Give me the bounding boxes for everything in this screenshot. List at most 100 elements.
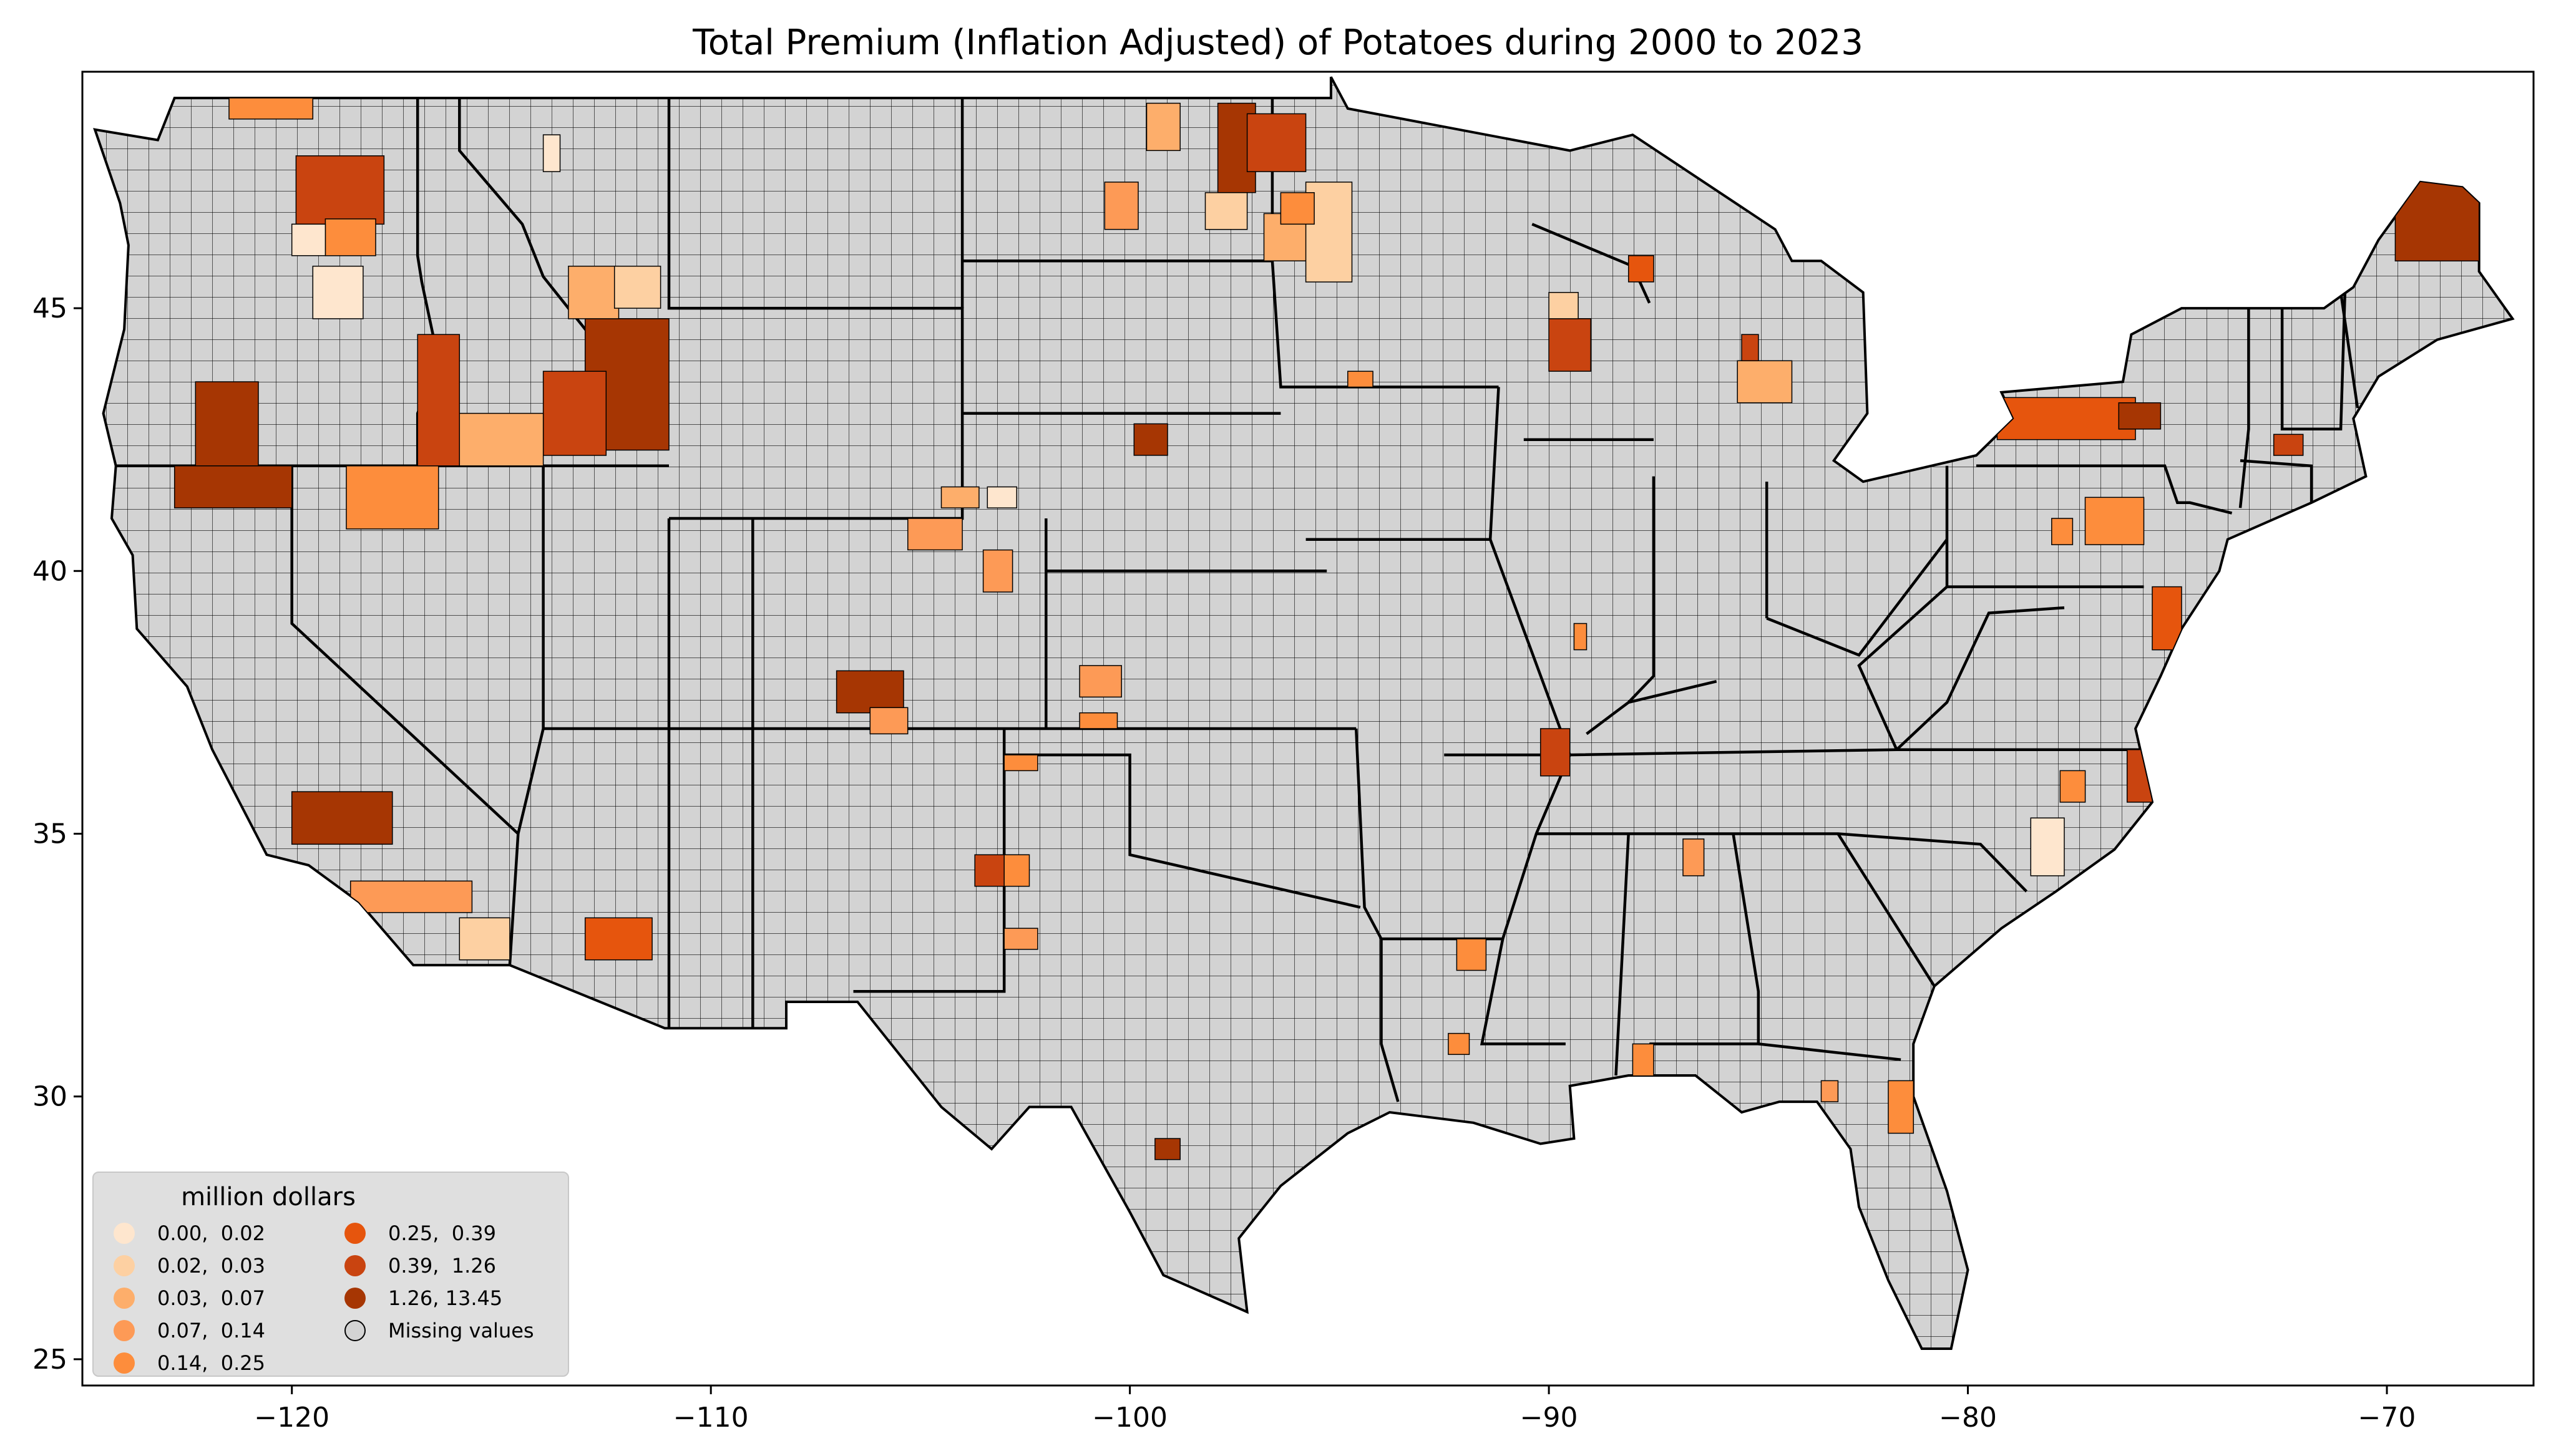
legend-label: 0.39, 1.26 — [388, 1254, 497, 1278]
state-border — [2280, 292, 2347, 431]
county-region: WI-Portage — [1548, 318, 1591, 372]
county-region: WA-Franklin/Benton — [324, 218, 376, 256]
legend-item: 0.25, 0.39 — [344, 1218, 496, 1249]
legend-swatch — [114, 1223, 135, 1244]
county-region: TX-Parmer — [1003, 854, 1030, 887]
legend-swatch — [114, 1288, 135, 1309]
axes: −120 −110 −100 −90 −80 −70 45 40 35 30 25 — [32, 293, 2416, 1434]
state-border — [2240, 459, 2313, 503]
county-region: MN-Becker — [1280, 192, 1315, 225]
county-region: ID-Jefferson — [542, 371, 607, 456]
county-region: DE-Sussex — [2152, 586, 2182, 651]
county-region: MT-Broadwater — [613, 265, 661, 309]
county-region: WI-Oconto — [1627, 255, 1654, 283]
legend-swatch — [344, 1223, 366, 1244]
county-region: WA-Yakima — [291, 223, 326, 256]
county-region: CO-Weld — [907, 518, 963, 551]
legend-swatch — [114, 1255, 135, 1276]
county-region: WA-Grant/Adams — [295, 155, 385, 225]
legend-item: 0.07, 0.14 — [114, 1315, 265, 1346]
county-region: MT-Beaverhead — [568, 265, 620, 319]
x-tick-label: −90 — [1520, 1402, 1578, 1434]
county-region: NV-Humboldt — [346, 465, 439, 530]
us-outline — [93, 76, 2515, 1350]
county-region: WA-Whatcom/Okanogan — [228, 97, 314, 120]
county-region: WY-Goshen — [940, 486, 980, 508]
state-border — [1766, 538, 1948, 657]
legend-label: 0.07, 0.14 — [157, 1319, 266, 1342]
x-tick-label: −80 — [1939, 1402, 1997, 1434]
y-tick-label: 40 — [32, 555, 67, 587]
legend-label: 1.26, 13.45 — [388, 1286, 503, 1310]
county-region: MA-Hampshire — [2273, 434, 2304, 456]
y-tick-label: 45 — [32, 293, 67, 324]
county-region: MI-Montcalm — [1737, 360, 1793, 404]
county-region: PA-Schuylkill — [2084, 497, 2145, 545]
county-region: ND-Towner — [1146, 102, 1181, 152]
county-region: AR-Ashley — [1456, 938, 1487, 971]
state-border — [2238, 308, 2250, 508]
county-region: NC-Sampson — [2030, 817, 2065, 876]
legend-swatch — [344, 1255, 366, 1276]
x-tick-label: −100 — [1092, 1402, 1168, 1434]
state-border — [2339, 292, 2359, 409]
legend-label: 0.14, 0.25 — [157, 1351, 266, 1375]
state-border — [1895, 606, 2065, 751]
state-border — [1627, 476, 1656, 704]
legend-swatch — [344, 1320, 366, 1341]
state-border — [1649, 833, 1760, 1046]
legend-title: million dollars — [181, 1183, 356, 1211]
state-border — [1271, 98, 1499, 389]
county-region: MO-Pemiscot — [1539, 728, 1571, 777]
state-border — [1758, 1042, 1901, 1061]
state-border — [1488, 387, 1571, 755]
county-region: NE-Box Butte — [987, 486, 1018, 508]
county-region: CA-Kern — [291, 791, 393, 845]
county-region: ND-Grand Forks — [1204, 192, 1248, 230]
x-tick-label: −70 — [2358, 1402, 2416, 1434]
legend-label: 0.25, 0.39 — [388, 1221, 497, 1245]
county-region: CO-San Luis — [836, 670, 904, 714]
state-border — [1857, 585, 1948, 750]
state-border — [508, 465, 545, 966]
us-landmass — [93, 76, 2515, 1350]
legend-item: 0.00, 0.02 — [114, 1218, 265, 1249]
legend-item: 0.02, 0.03 — [114, 1250, 265, 1281]
legend-item: Missing values — [344, 1315, 534, 1346]
county-region: CA-Modoc/Siskiyou — [173, 465, 293, 508]
state-border — [290, 465, 519, 835]
county-region: WI-Adams — [1548, 292, 1579, 319]
chart-title: Total Premium (Inflation Adjusted) of Po… — [693, 22, 1863, 63]
county-region: LA-St Landry — [1448, 1032, 1470, 1056]
county-region: TX-Frio — [1154, 1138, 1181, 1160]
county-region: CA-LA/Riverside — [349, 880, 473, 913]
county-region: MT-Pondera — [542, 134, 561, 172]
state-border — [1536, 832, 2028, 893]
y-tick-label: 35 — [32, 818, 67, 850]
legend-label: 0.00, 0.02 — [157, 1221, 266, 1245]
county-region: MN-Kittson/Marshall — [1246, 113, 1307, 172]
county-region: FL-Suwannee — [1820, 1080, 1839, 1102]
state-border — [1614, 833, 1630, 1076]
county-region: CO-Morgan — [982, 549, 1013, 593]
county-region: ND-Benson — [1104, 182, 1139, 230]
county-region: CO-Costilla — [869, 707, 909, 735]
state-borders — [115, 98, 2359, 1102]
x-tick-label: −110 — [673, 1402, 749, 1434]
legend-item: 1.26, 13.45 — [344, 1283, 502, 1314]
county-region: AZ-Maricopa — [584, 917, 653, 961]
legend-item: 0.14, 0.25 — [114, 1347, 265, 1379]
legend: million dollars 0.00, 0.02 0.02, 0.03 0.… — [92, 1172, 569, 1377]
county-region: FL-St Johns — [1888, 1080, 1915, 1134]
legend-label: Missing values — [388, 1319, 534, 1342]
state-border — [853, 729, 1006, 993]
state-border — [1004, 753, 1361, 909]
legend-item: 0.03, 0.07 — [114, 1283, 265, 1314]
legend-swatch — [114, 1352, 135, 1374]
legend-label: 0.02, 0.03 — [157, 1254, 266, 1278]
county-regions: WA-Whatcom/Okanogan WA-Grant/AdamsWA-Fran… — [173, 97, 2480, 1160]
county-region: ID-Camas — [417, 334, 461, 467]
state-border — [1976, 464, 2233, 515]
county-region: KS-Haskell — [1079, 712, 1118, 729]
